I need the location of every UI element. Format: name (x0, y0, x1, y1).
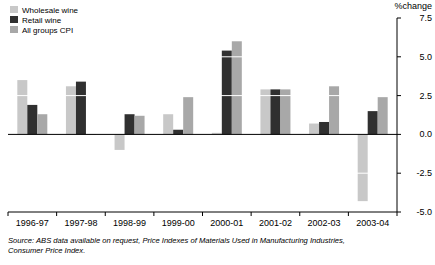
x-tick (251, 212, 252, 216)
y-tick-label: -5.0 (416, 207, 432, 217)
grid-line (8, 173, 397, 174)
bar (17, 80, 27, 134)
x-tick-label: 1997-98 (64, 218, 97, 228)
bar (309, 124, 319, 135)
y-tick (397, 173, 401, 174)
x-tick-label: 2003-04 (356, 218, 389, 228)
bar (232, 41, 242, 134)
x-tick-label: 1999-00 (162, 218, 195, 228)
bar (183, 97, 193, 134)
x-tick-label: 2002-03 (308, 218, 341, 228)
bar (173, 130, 183, 135)
x-tick (348, 212, 349, 216)
legend-swatch (10, 26, 18, 33)
y-tick-label: 2.5 (419, 91, 432, 101)
y-axis-label: %change (394, 1, 432, 11)
y-tick (397, 134, 401, 135)
bars (17, 41, 387, 201)
y-tick (397, 212, 401, 213)
bar (358, 134, 368, 201)
y-tick-label: 5.0 (419, 52, 432, 62)
y-axis (397, 18, 398, 212)
grid-line (8, 56, 397, 57)
x-tick (56, 212, 57, 216)
source-note: Consumer Price Index. (8, 246, 85, 255)
x-tick (105, 212, 106, 216)
x-tick (8, 212, 9, 216)
zero-line (8, 134, 397, 135)
legend-swatch (10, 6, 18, 13)
y-tick-label: 0.0 (419, 129, 432, 139)
y-tick-label: -2.5 (416, 168, 432, 178)
y-tick-label: 7.5 (419, 13, 432, 23)
bar (135, 116, 145, 135)
x-tick-label: 2001-02 (259, 218, 292, 228)
bar (66, 86, 76, 134)
bar (270, 89, 280, 134)
bar (378, 97, 388, 134)
bar (222, 51, 232, 135)
bar (115, 134, 125, 150)
grid-line (8, 18, 397, 19)
legend-label: Wholesale wine (22, 6, 79, 15)
bar (76, 82, 86, 135)
legend-label: All groups CPI (22, 26, 73, 35)
bar (163, 114, 173, 134)
y-tick (397, 18, 401, 19)
x-tick-label: 1998-99 (113, 218, 146, 228)
bar (260, 89, 270, 134)
bar (280, 89, 290, 134)
legend-label: Retail wine (22, 16, 62, 25)
bar (329, 86, 339, 134)
bar (125, 114, 135, 134)
bar (319, 122, 329, 134)
y-tick (397, 95, 401, 96)
bar (27, 105, 37, 134)
x-tick-label: 1996-97 (16, 218, 49, 228)
bar (37, 114, 47, 134)
source-note: Source: ABS data available on request, P… (8, 236, 345, 245)
x-tick (153, 212, 154, 216)
legend-swatch (10, 16, 18, 23)
x-tick-label: 2000-01 (210, 218, 243, 228)
x-tick (397, 212, 398, 216)
bar (368, 111, 378, 134)
x-tick (202, 212, 203, 216)
chart: -5.0 -2.5 0.0 2.5 5.0 7.5 %change 1996-97 1997-9… (0, 0, 435, 265)
y-tick (397, 56, 401, 57)
grid-line (8, 95, 397, 96)
x-tick (299, 212, 300, 216)
